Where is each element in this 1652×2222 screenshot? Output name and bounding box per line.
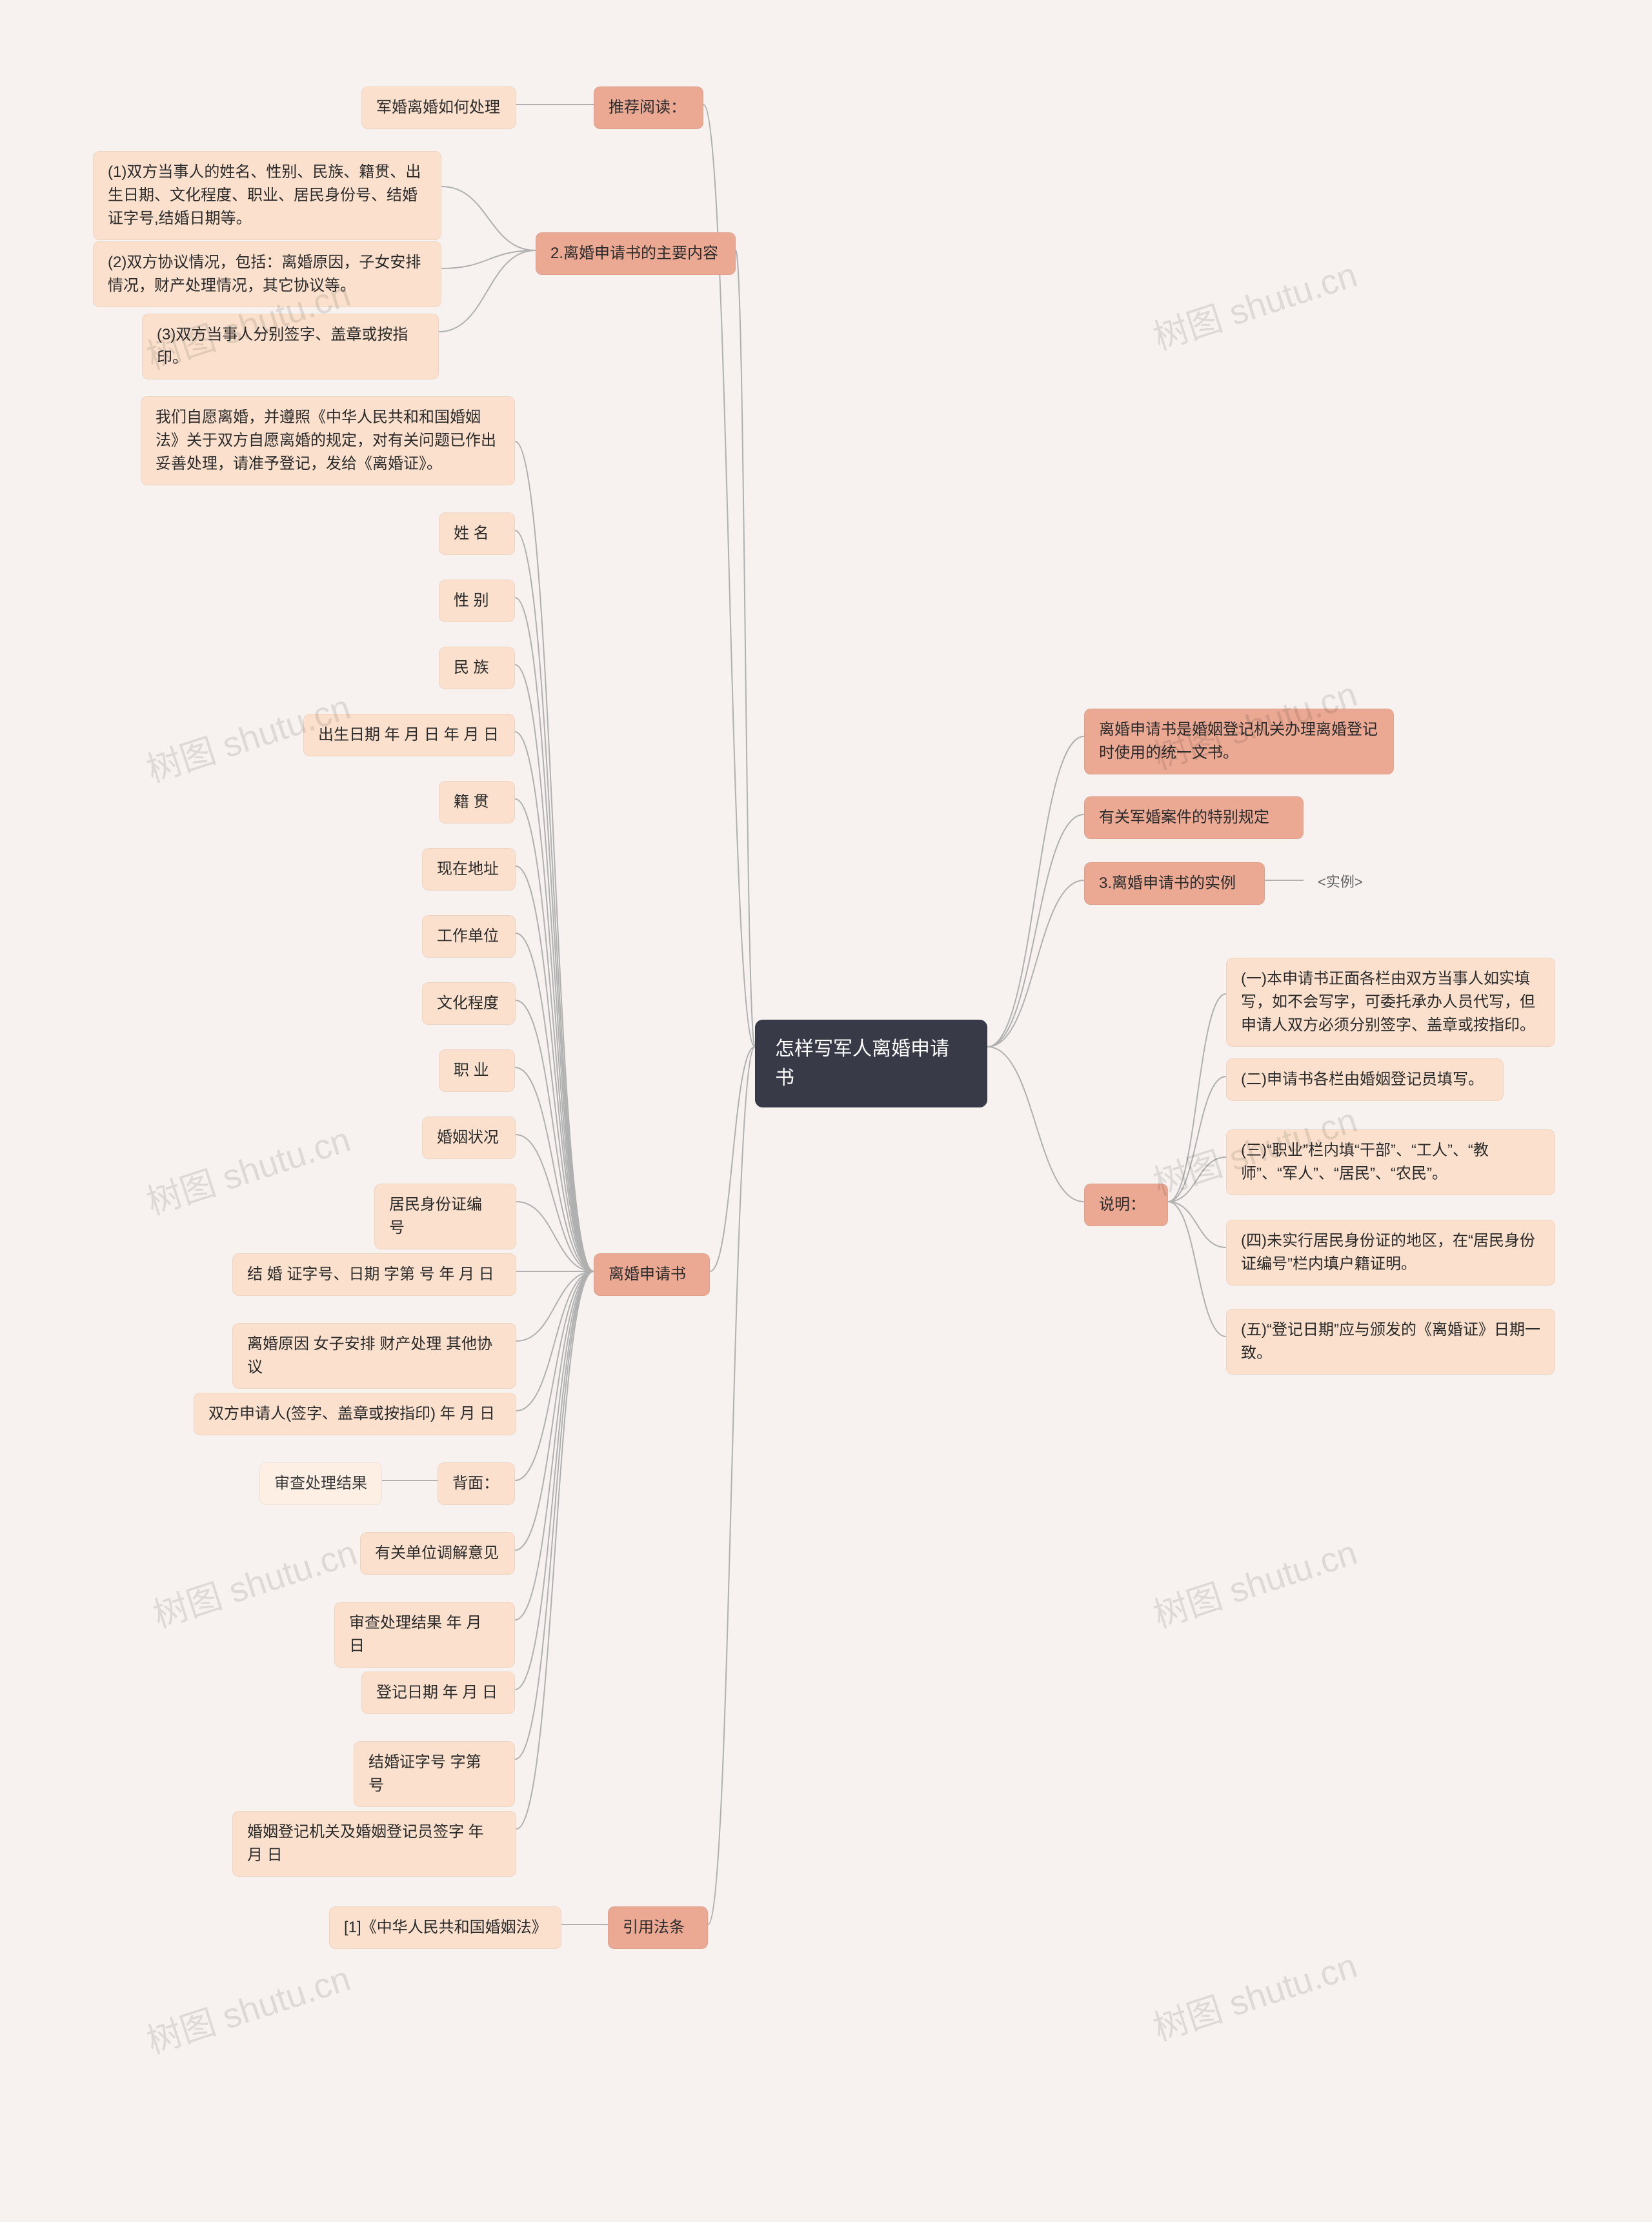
left-branch-2-child-13[interactable]: 离婚原因 女子安排 财产处理 其他协议 bbox=[232, 1323, 516, 1389]
watermark: 树图 shutu.cn bbox=[1146, 1937, 1363, 2050]
watermark: 树图 shutu.cn bbox=[1146, 246, 1363, 359]
left-branch-2-child-18[interactable]: 登记日期 年 月 日 bbox=[361, 1672, 515, 1714]
right-branch-3-child-4[interactable]: (五)“登记日期”应与颁发的《离婚证》日期一致。 bbox=[1226, 1309, 1555, 1375]
left-branch-2-child-0[interactable]: 我们自愿离婚，并遵照《中华人民共和和国婚姻法》关于双方自愿离婚的规定，对有关问题… bbox=[141, 396, 515, 485]
left-branch-1-child-2[interactable]: (3)双方当事人分别签字、盖章或按指印。 bbox=[142, 314, 439, 379]
left-branch-2-child-15[interactable]: 背面： bbox=[438, 1462, 515, 1505]
left-branch-3-child-0[interactable]: [1]《中华人民共和国婚姻法》 bbox=[329, 1906, 561, 1949]
left-branch-2-child-19[interactable]: 结婚证字号 字第 号 bbox=[354, 1741, 515, 1807]
right-branch-3[interactable]: 说明： bbox=[1084, 1184, 1168, 1226]
right-branch-0[interactable]: 离婚申请书是婚姻登记机关办理离婚登记时使用的统一文书。 bbox=[1084, 709, 1394, 774]
right-branch-3-child-0[interactable]: (一)本申请书正面各栏由双方当事人如实填写，如不会写字，可委托承办人员代写，但申… bbox=[1226, 958, 1555, 1047]
left-branch-2-child-2[interactable]: 性 别 bbox=[439, 580, 515, 622]
left-branch-2-child-17[interactable]: 审查处理结果 年 月 日 bbox=[334, 1602, 515, 1668]
right-branch-1[interactable]: 有关军婚案件的特别规定 bbox=[1084, 796, 1304, 839]
left-branch-2-child-5[interactable]: 籍 贯 bbox=[439, 781, 515, 823]
watermark: 树图 shutu.cn bbox=[146, 1524, 363, 1637]
left-branch-2-child-3[interactable]: 民 族 bbox=[439, 647, 515, 689]
watermark: 树图 shutu.cn bbox=[139, 1111, 356, 1224]
right-branch-3-child-3[interactable]: (四)未实行居民身份证的地区，在“居民身份证编号”栏内填户籍证明。 bbox=[1226, 1220, 1555, 1286]
left-branch-2-child-4[interactable]: 出生日期 年 月 日 年 月 日 bbox=[303, 714, 515, 756]
left-branch-2-child-7[interactable]: 工作单位 bbox=[422, 915, 516, 958]
left-branch-2-child-12[interactable]: 结 婚 证字号、日期 字第 号 年 月 日 bbox=[232, 1253, 516, 1296]
left-branch-2-child-1[interactable]: 姓 名 bbox=[439, 512, 515, 555]
left-branch-2-child-14[interactable]: 双方申请人(签字、盖章或按指印) 年 月 日 bbox=[194, 1393, 516, 1435]
left-branch-2-child-20[interactable]: 婚姻登记机关及婚姻登记员签字 年 月 日 bbox=[232, 1811, 516, 1877]
left-branch-3[interactable]: 引用法条 bbox=[608, 1906, 708, 1949]
watermark: 树图 shutu.cn bbox=[1146, 1524, 1363, 1637]
right-branch-3-child-2[interactable]: (三)“职业”栏内填“干部”、“工人”、“教师”、“军人”、“居民”、“农民”。 bbox=[1226, 1129, 1555, 1195]
left-branch-2-child-11[interactable]: 居民身份证编 号 bbox=[374, 1184, 516, 1249]
right-branch-3-child-1[interactable]: (二)申请书各栏由婚姻登记员填写。 bbox=[1226, 1058, 1504, 1101]
left-branch-2[interactable]: 离婚申请书 bbox=[594, 1253, 710, 1296]
left-branch-1-child-0[interactable]: (1)双方当事人的姓名、性别、民族、籍贯、出生日期、文化程度、职业、居民身份号、… bbox=[93, 151, 441, 240]
mindmap-root[interactable]: 怎样写军人离婚申请书 bbox=[755, 1020, 987, 1107]
right-branch-2-child-0[interactable]: <实例> bbox=[1304, 862, 1381, 902]
watermark: 树图 shutu.cn bbox=[139, 1950, 356, 2063]
left-branch-2-child-8[interactable]: 文化程度 bbox=[422, 982, 516, 1025]
left-branch-0[interactable]: 推荐阅读： bbox=[594, 86, 703, 129]
left-branch-2-child-6[interactable]: 现在地址 bbox=[422, 848, 516, 891]
left-branch-2-child-10[interactable]: 婚姻状况 bbox=[422, 1116, 516, 1159]
left-branch-2-child-9[interactable]: 职 业 bbox=[439, 1049, 515, 1092]
left-branch-0-child-0[interactable]: 军婚离婚如何处理 bbox=[361, 86, 516, 129]
left-branch-2-child-15-gc-0[interactable]: 审查处理结果 bbox=[259, 1462, 382, 1505]
left-branch-2-child-16[interactable]: 有关单位调解意见 bbox=[360, 1532, 515, 1575]
right-branch-2[interactable]: 3.离婚申请书的实例 bbox=[1084, 862, 1265, 905]
left-branch-1-child-1[interactable]: (2)双方协议情况，包括：离婚原因，子女安排情况，财产处理情况，其它协议等。 bbox=[93, 241, 441, 307]
left-branch-1[interactable]: 2.离婚申请书的主要内容 bbox=[536, 232, 736, 275]
